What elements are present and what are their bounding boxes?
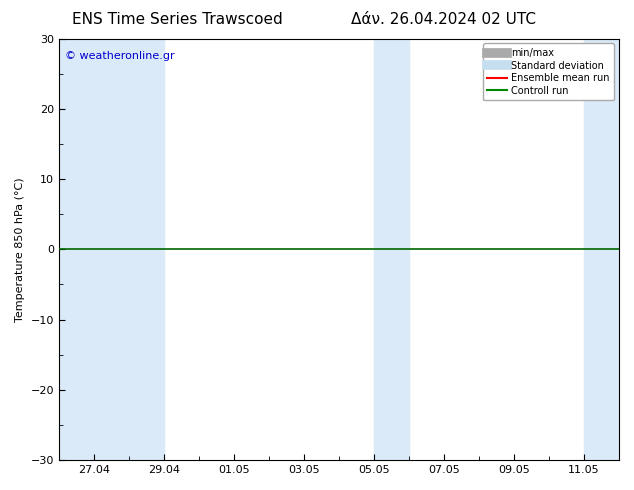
Text: © weatheronline.gr: © weatheronline.gr [65,51,174,61]
Bar [374,39,409,460]
Legend: min/max, Standard deviation, Ensemble mean run, Controll run: min/max, Standard deviation, Ensemble me… [482,44,614,100]
Bar [59,39,129,460]
Text: ENS Time Series Trawscoed: ENS Time Series Trawscoed [72,12,283,27]
Bar [584,39,619,460]
Bar [129,39,164,460]
Y-axis label: Temperature 850 hPa (°C): Temperature 850 hPa (°C) [15,177,25,321]
Text: Δάν. 26.04.2024 02 UTC: Δάν. 26.04.2024 02 UTC [351,12,536,27]
